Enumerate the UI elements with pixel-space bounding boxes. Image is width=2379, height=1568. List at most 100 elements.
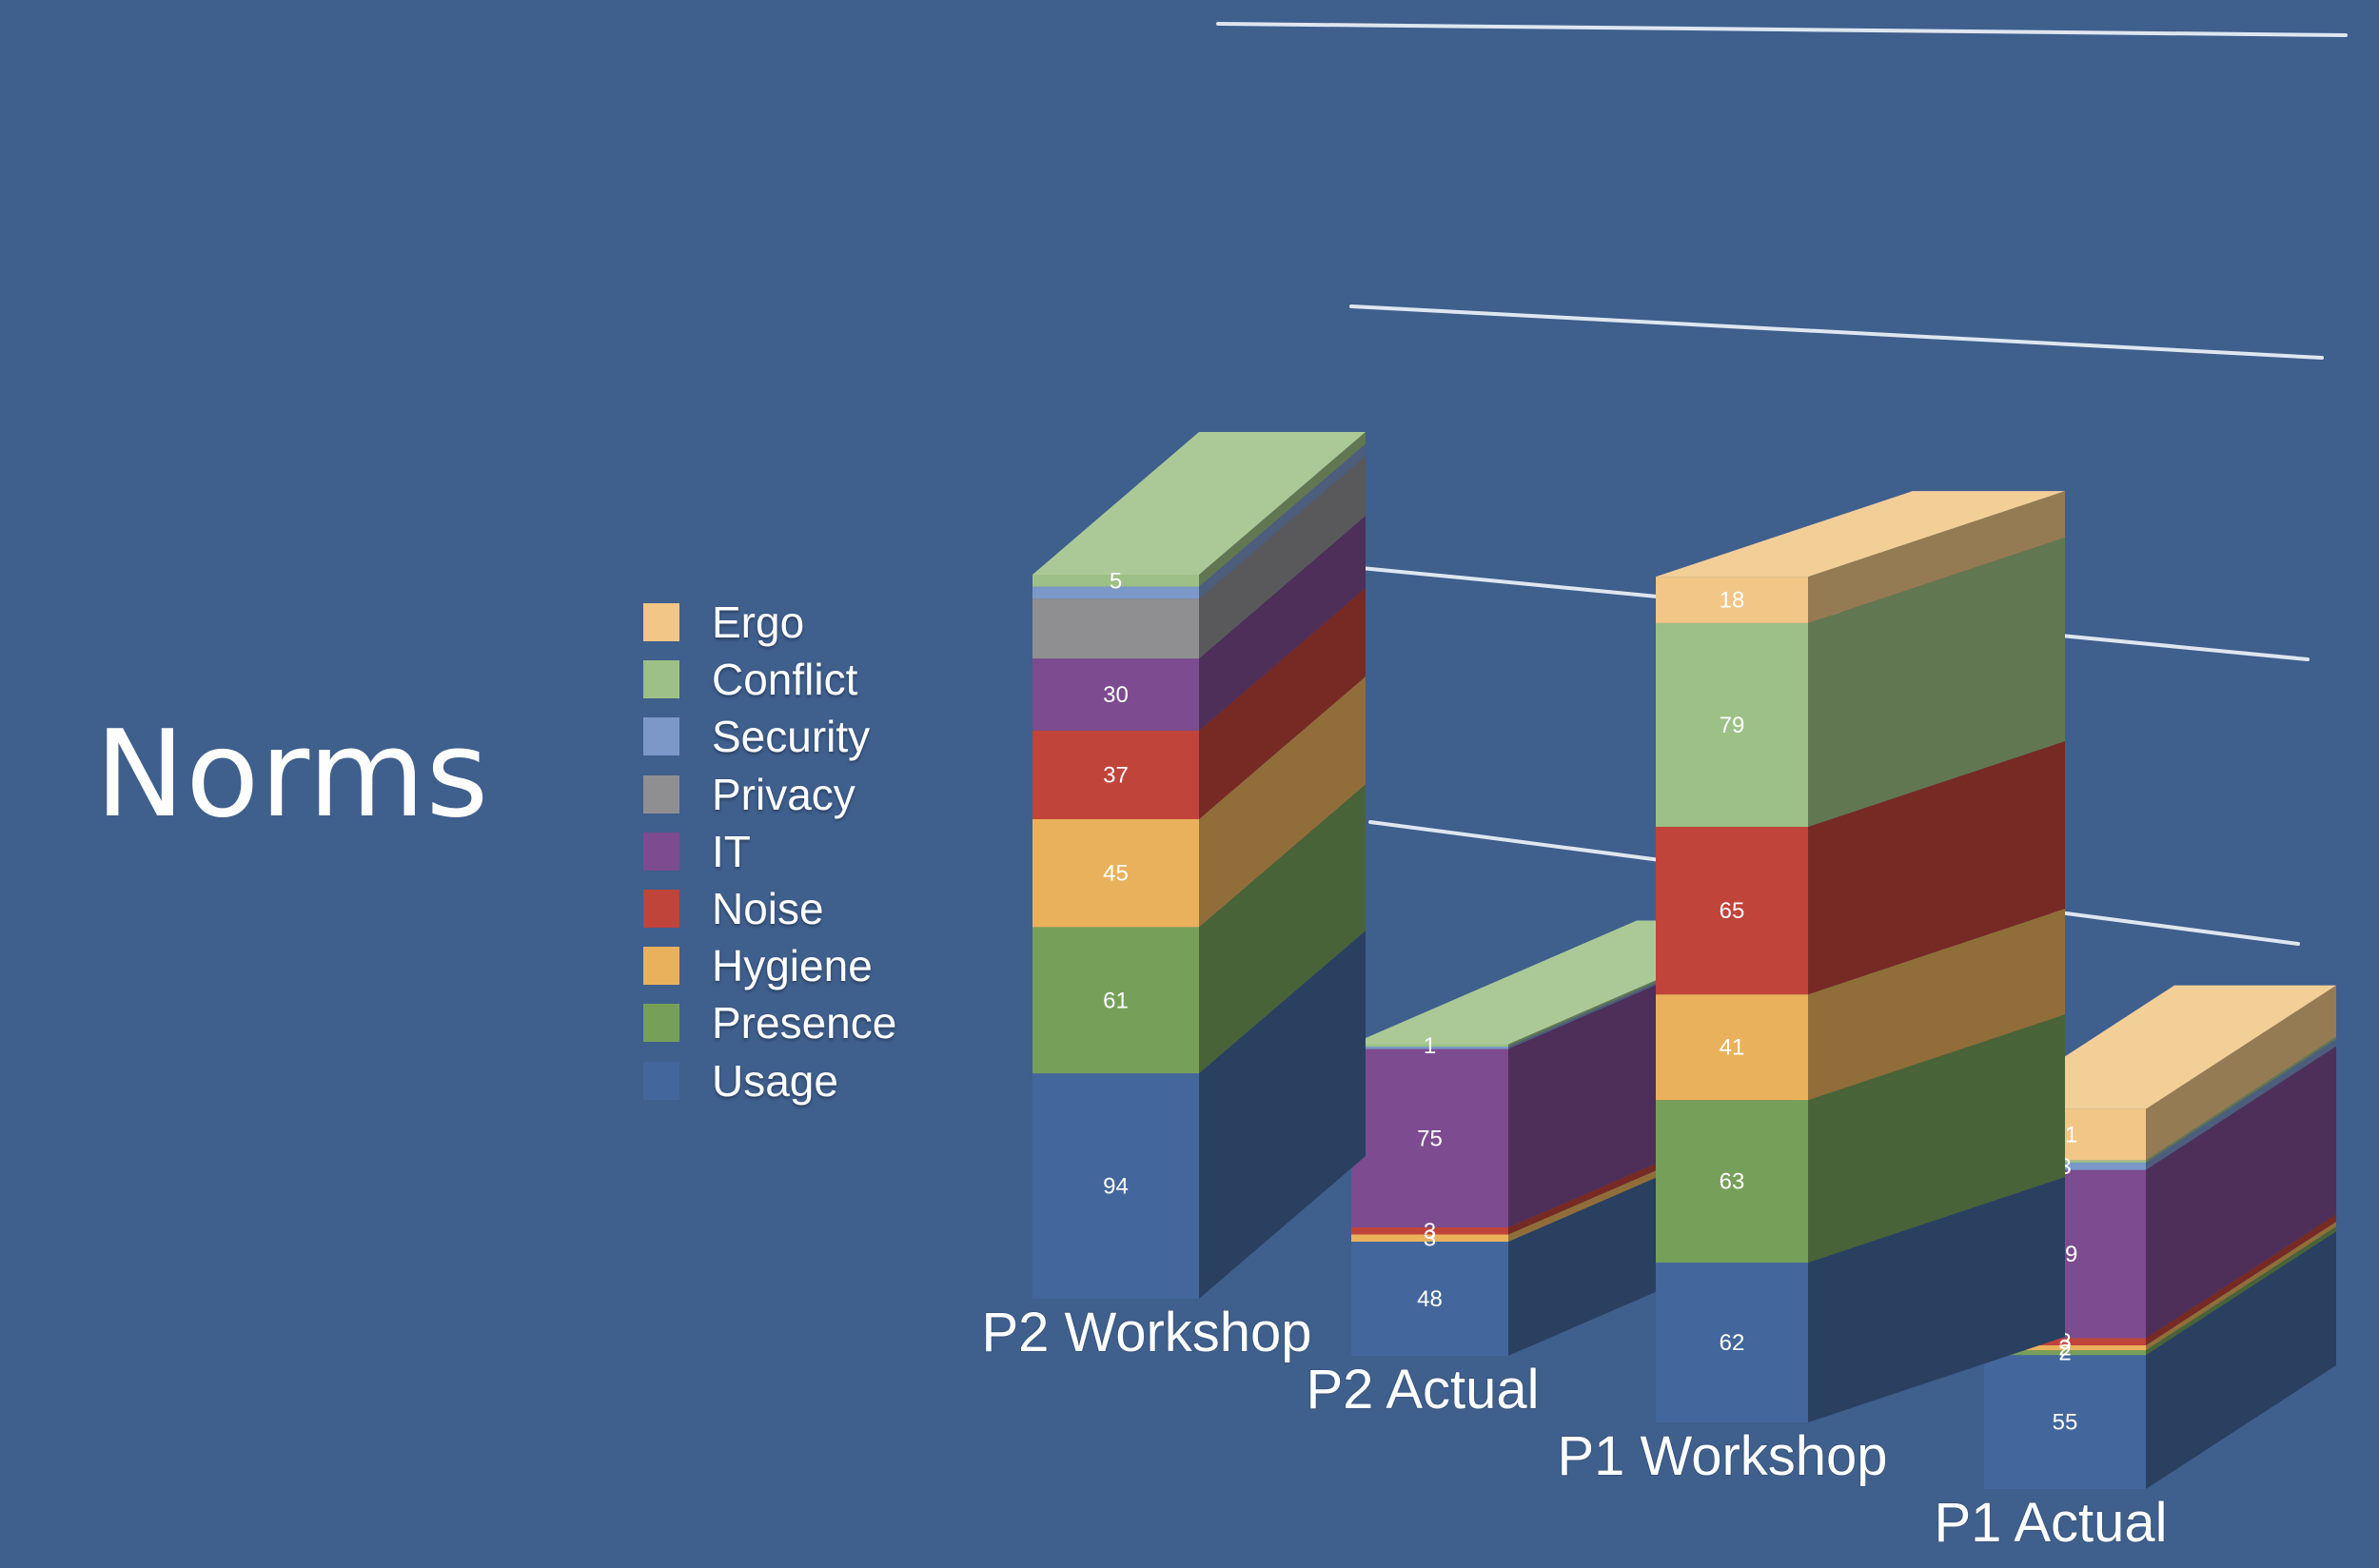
bar-segment: [1351, 1227, 1508, 1235]
bar-segment: [1032, 730, 1199, 819]
bar-segment-side: [1808, 1176, 2065, 1422]
bar-segment-side: [2146, 1221, 2336, 1351]
bar-segment: [1351, 1044, 1508, 1047]
data-label: 65: [1720, 898, 1745, 924]
bar-segment-side: [1808, 491, 2065, 623]
legend-swatch: [643, 890, 679, 929]
bar-segment: [1032, 658, 1199, 731]
bar-segment: [1032, 598, 1199, 659]
bar-segment-side: [2146, 1036, 2336, 1163]
legend-swatch: [643, 660, 679, 699]
data-label: 63: [1720, 1169, 1745, 1195]
bar-segment-side: [1808, 537, 2065, 827]
category-label: P1 Workshop: [1557, 1425, 1887, 1487]
category-labels: P2 Actual P1 Actual P2 Workshop P1 Workshop: [980, 1301, 2168, 1555]
category-label: P2 Actual: [1306, 1359, 1539, 1421]
data-label: 3: [1424, 1219, 1436, 1245]
legend-item: Conflict: [643, 651, 896, 708]
bar-segment-side: [1199, 516, 1366, 731]
bar-segment: [1032, 574, 1199, 587]
grid-line: [1349, 304, 2324, 360]
legend-label: Presence: [712, 998, 897, 1049]
bar-segment-side: [1808, 1014, 2065, 1263]
legend-swatch: [643, 774, 679, 813]
bar-segment-side: [1808, 909, 2065, 1101]
bar-top: [1032, 431, 1366, 575]
legend-item: Usage: [643, 1052, 896, 1109]
data-label: 18: [1720, 588, 1745, 614]
data-label: 5: [1110, 568, 1122, 594]
bar-stack: 62 63 41 65 79 18: [1656, 491, 2065, 1422]
bar-top: [1984, 985, 2336, 1109]
legend-swatch: [643, 947, 679, 986]
data-label: 61: [1103, 988, 1129, 1013]
bar-segment-side: [2146, 1046, 2336, 1339]
legend-item: Security: [643, 708, 896, 765]
bar-segment: [1656, 577, 1808, 623]
legend-label: Usage: [712, 1055, 838, 1106]
bar-segment-side: [1199, 443, 1366, 599]
bar-segment: [1032, 1073, 1199, 1299]
bar-segment-side: [1199, 784, 1366, 1074]
bar-segment: [1656, 994, 1808, 1101]
legend-item: Privacy: [643, 766, 896, 823]
bar-segment: [1351, 1242, 1508, 1356]
bars: 4833751552236932194614537305626341657918: [1032, 431, 2336, 1489]
bar-segment-side: [2146, 985, 2336, 1161]
data-label: 75: [1417, 1126, 1443, 1151]
data-label: 55: [2053, 1410, 2078, 1436]
bar-segment-side: [2146, 1038, 2336, 1170]
category-label: P2 Workshop: [981, 1302, 1311, 1363]
data-label: 45: [1103, 861, 1129, 887]
legend-swatch: [643, 1004, 679, 1043]
bar-segment: [1984, 1338, 2146, 1345]
bar-segment: [1656, 826, 1808, 995]
legend-swatch: [643, 1061, 679, 1100]
data-label: 30: [1103, 682, 1129, 708]
category-label: P1 Actual: [1934, 1492, 2167, 1554]
legend-item: Noise: [643, 880, 896, 937]
bar-top: [1656, 491, 2065, 578]
legend-swatch: [643, 603, 679, 642]
bar-segment-side: [2146, 1226, 2336, 1356]
grid-line: [1216, 22, 2348, 37]
bar-segment: [1032, 927, 1199, 1074]
bar-segment-side: [1199, 456, 1366, 659]
data-label: 1: [1424, 1033, 1436, 1059]
legend-item: Ergo: [643, 594, 896, 651]
bar-segment-side: [1199, 676, 1366, 928]
chart-legend: Ergo Conflict Security Privacy IT Noise Hygien…: [643, 594, 896, 1109]
slide-title: Norms: [95, 704, 490, 844]
legend-item: IT: [643, 823, 896, 880]
data-label: 3: [1424, 1225, 1436, 1251]
legend-label: IT: [712, 826, 751, 876]
legend-label: Hygiene: [712, 941, 873, 991]
data-label: 41: [1720, 1035, 1745, 1061]
legend-item: Hygiene: [643, 937, 896, 994]
bar-segment-side: [1199, 587, 1366, 819]
legend-label: Ergo: [712, 598, 805, 648]
data-label: 2: [2058, 1341, 2071, 1366]
data-label: 62: [1720, 1330, 1745, 1356]
legend-label: Security: [712, 712, 871, 762]
bar-segment: [1351, 1049, 1508, 1227]
data-label: 48: [1417, 1286, 1443, 1312]
bar-segment-side: [1808, 740, 2065, 995]
legend-label: Conflict: [712, 655, 858, 705]
bar-segment-side: [1199, 431, 1366, 587]
data-label: 2: [2058, 1336, 2071, 1362]
bar-segment-side: [2146, 1231, 2336, 1489]
legend-label: Noise: [712, 884, 824, 934]
bar-segment: [1984, 1355, 2146, 1489]
legend-swatch: [643, 832, 679, 871]
data-label: 79: [1720, 713, 1745, 738]
legend-label: Privacy: [712, 769, 855, 819]
legend-item: Presence: [643, 994, 896, 1051]
bar-segment: [1032, 586, 1199, 599]
bar-segment-side: [2146, 1214, 2336, 1345]
bar-segment-side: [1199, 931, 1366, 1299]
bar-stack: 94 61 45 37 30 5: [1032, 431, 1366, 1299]
bar-segment: [1656, 622, 1808, 827]
legend-swatch: [643, 717, 679, 756]
